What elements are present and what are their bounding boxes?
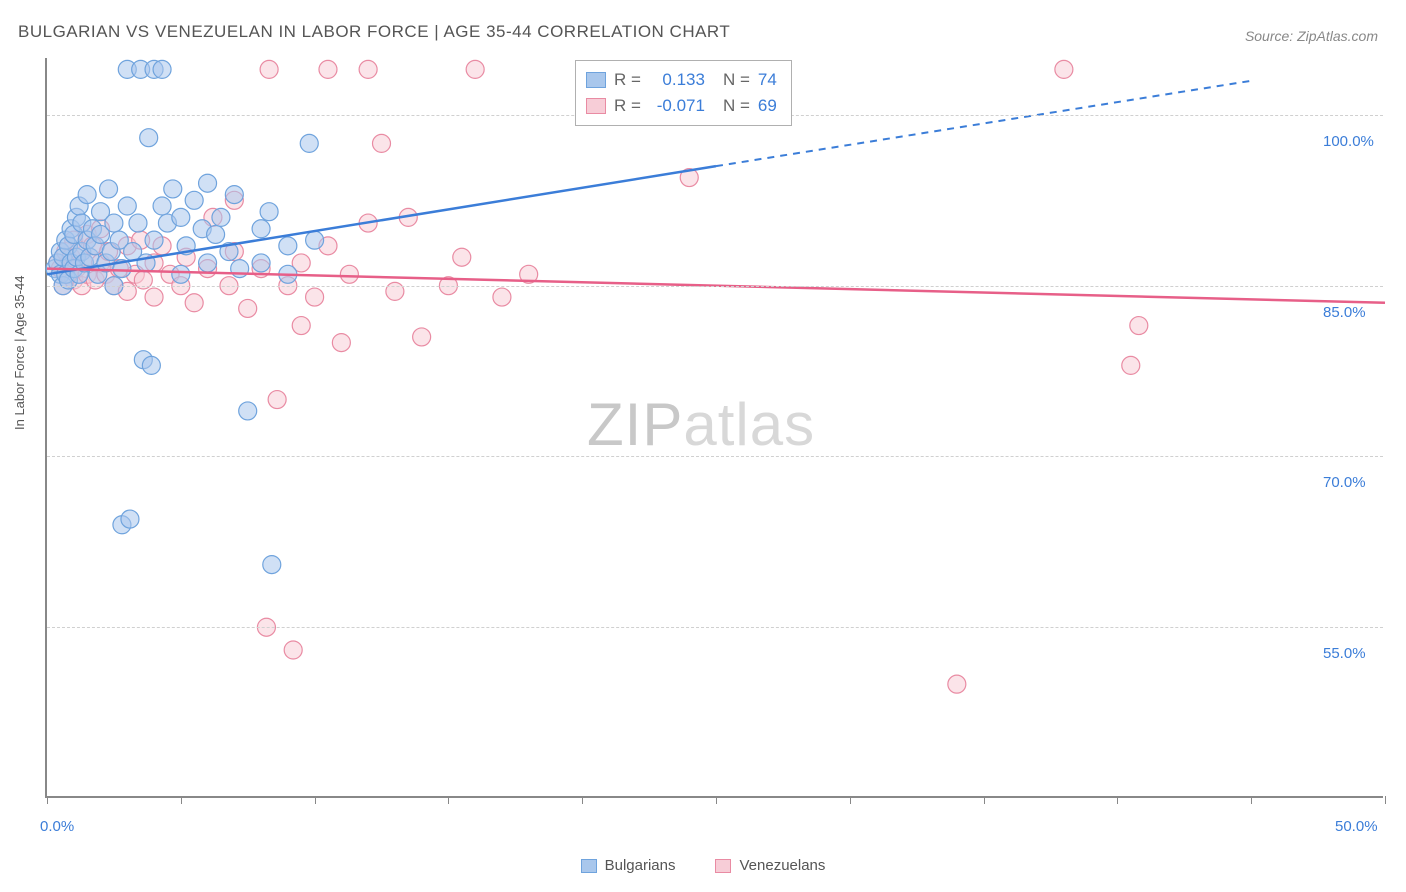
scatter-point	[153, 197, 171, 215]
scatter-point	[493, 288, 511, 306]
chart-title: BULGARIAN VS VENEZUELAN IN LABOR FORCE |…	[18, 22, 730, 42]
legend-item-bulgarians: Bulgarians	[581, 857, 676, 874]
n-value-venezuelans: 69	[758, 96, 777, 116]
x-tick	[47, 796, 48, 804]
swatch-bulgarians	[586, 72, 606, 88]
bottom-swatch-venezuelans	[715, 859, 731, 873]
scatter-point	[319, 60, 337, 78]
scatter-point	[78, 186, 96, 204]
scatter-point	[145, 288, 163, 306]
source-prefix: Source:	[1245, 28, 1297, 44]
scatter-point	[284, 641, 302, 659]
scatter-point	[292, 317, 310, 335]
scatter-point	[142, 356, 160, 374]
y-tick-label: 70.0%	[1323, 474, 1366, 491]
scatter-point	[332, 334, 350, 352]
scatter-point	[453, 248, 471, 266]
scatter-point	[359, 60, 377, 78]
r-value-bulgarians: 0.133	[649, 70, 705, 90]
legend-item-venezuelans: Venezuelans	[715, 857, 825, 874]
series-legend: Bulgarians Venezuelans	[0, 857, 1406, 874]
n-label: N =	[723, 96, 750, 116]
scatter-point	[164, 180, 182, 198]
scatter-point	[268, 391, 286, 409]
scatter-point	[340, 265, 358, 283]
scatter-point	[129, 214, 147, 232]
scatter-point	[225, 186, 243, 204]
scatter-point	[199, 254, 217, 272]
trend-line	[716, 81, 1251, 166]
scatter-point	[300, 134, 318, 152]
scatter-point	[185, 294, 203, 312]
y-tick-label: 55.0%	[1323, 645, 1366, 662]
legend-label-venezuelans: Venezuelans	[739, 857, 825, 874]
source-credit: Source: ZipAtlas.com	[1245, 28, 1378, 44]
x-tick	[448, 796, 449, 804]
scatter-point	[145, 231, 163, 249]
y-tick-label: 85.0%	[1323, 304, 1366, 321]
n-label: N =	[723, 70, 750, 90]
legend-row-bulgarians: R = 0.133 N = 74	[586, 67, 777, 93]
x-tick	[315, 796, 316, 804]
y-tick-label: 100.0%	[1323, 133, 1374, 150]
source-name: ZipAtlas.com	[1297, 28, 1378, 44]
scatter-point	[185, 191, 203, 209]
scatter-point	[172, 265, 190, 283]
bottom-swatch-bulgarians	[581, 859, 597, 873]
chart-root: BULGARIAN VS VENEZUELAN IN LABOR FORCE |…	[0, 0, 1406, 892]
r-label: R =	[614, 96, 641, 116]
scatter-point	[153, 60, 171, 78]
scatter-point	[212, 208, 230, 226]
x-tick	[181, 796, 182, 804]
x-tick	[1251, 796, 1252, 804]
scatter-point	[279, 237, 297, 255]
x-tick	[582, 796, 583, 804]
legend-label-bulgarians: Bulgarians	[605, 857, 676, 874]
scatter-point	[260, 203, 278, 221]
scatter-point	[207, 225, 225, 243]
scatter-point	[373, 134, 391, 152]
scatter-point	[199, 174, 217, 192]
x-tick	[716, 796, 717, 804]
n-value-bulgarians: 74	[758, 70, 777, 90]
scatter-point	[105, 214, 123, 232]
swatch-venezuelans	[586, 98, 606, 114]
scatter-point	[100, 180, 118, 198]
scatter-point	[118, 197, 136, 215]
gridline	[47, 286, 1383, 287]
scatter-point	[172, 208, 190, 226]
trend-line	[47, 166, 716, 274]
scatter-point	[252, 220, 270, 238]
plot-area: ZIPatlas	[45, 58, 1383, 798]
scatter-point	[260, 60, 278, 78]
scatter-point	[466, 60, 484, 78]
x-tick	[850, 796, 851, 804]
scatter-point	[263, 556, 281, 574]
scatter-point	[306, 288, 324, 306]
x-tick	[1385, 796, 1386, 804]
r-label: R =	[614, 70, 641, 90]
scatter-point	[306, 231, 324, 249]
y-axis-label: In Labor Force | Age 35-44	[12, 276, 27, 430]
scatter-point	[948, 675, 966, 693]
scatter-point	[1122, 356, 1140, 374]
scatter-point	[239, 299, 257, 317]
scatter-point	[140, 129, 158, 147]
gridline	[47, 456, 1383, 457]
x-tick	[984, 796, 985, 804]
r-value-venezuelans: -0.071	[649, 96, 705, 116]
scatter-point	[121, 510, 139, 528]
scatter-point	[1130, 317, 1148, 335]
gridline	[47, 627, 1383, 628]
scatter-point	[252, 254, 270, 272]
scatter-point	[239, 402, 257, 420]
plot-svg	[47, 58, 1383, 796]
x-tick-label-left: 0.0%	[40, 818, 74, 835]
x-tick-label-right: 50.0%	[1335, 818, 1378, 835]
legend-row-venezuelans: R = -0.071 N = 69	[586, 93, 777, 119]
scatter-point	[413, 328, 431, 346]
scatter-point	[1055, 60, 1073, 78]
x-tick	[1117, 796, 1118, 804]
correlation-legend: R = 0.133 N = 74 R = -0.071 N = 69	[575, 60, 792, 126]
